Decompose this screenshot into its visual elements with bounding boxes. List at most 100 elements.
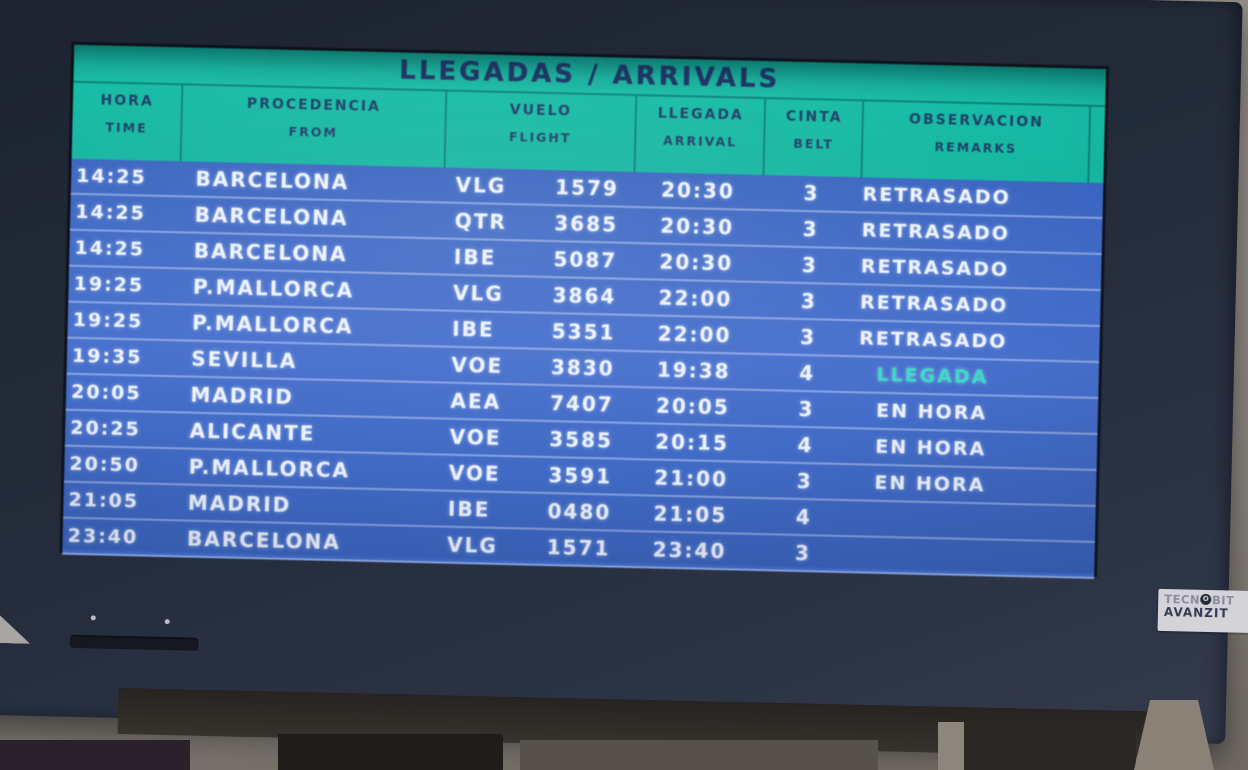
cell-carrier-code: VOE xyxy=(451,352,504,378)
cell-flight-number: 1571 xyxy=(546,535,611,561)
column-label-en: BELT xyxy=(793,135,835,152)
cell-remark xyxy=(853,518,1095,524)
cell-remark xyxy=(852,554,1094,560)
cell-remark: RETRASADO xyxy=(862,183,1012,209)
cell-carrier-code: VLG xyxy=(455,172,507,198)
column-label-es: LLEGADA xyxy=(657,105,745,124)
cell-flight-number: 3864 xyxy=(552,283,617,309)
cell-flight-number: 5351 xyxy=(551,319,616,345)
arrivals-screen: LLEGADAS / ARRIVALS HORA TIME PROCEDENCI… xyxy=(62,44,1107,579)
cell-belt: 3 xyxy=(796,468,813,494)
cell-scheduled-time: 14:25 xyxy=(74,236,146,261)
cell-origin: MADRID xyxy=(187,490,292,517)
cell-origin: P.MALLORCA xyxy=(191,310,354,339)
cell-origin: BARCELONA xyxy=(194,202,349,231)
cell-origin: BARCELONA xyxy=(193,238,348,267)
column-label-en: ARRIVAL xyxy=(662,132,738,150)
cell-scheduled-time: 19:25 xyxy=(72,308,144,333)
column-label-es: CINTA xyxy=(785,108,843,126)
cell-arrival-time: 22:00 xyxy=(657,321,732,348)
reflection-triangle xyxy=(0,585,32,644)
brand-o-icon: O xyxy=(1200,593,1212,606)
cell-scheduled-time: 14:25 xyxy=(75,164,147,189)
bezel-button-strip[interactable] xyxy=(70,634,199,651)
cell-belt: 3 xyxy=(800,288,818,314)
cell-arrival-time: 20:30 xyxy=(660,177,736,204)
arrivals-rows: 14:25 BARCELONA VLG 1579 20:30 3 RETRASA… xyxy=(62,158,1104,579)
monitor-stand-part xyxy=(1134,700,1214,770)
cell-carrier-code: IBE xyxy=(453,244,497,270)
column-label-es: OBSERVACION xyxy=(908,111,1045,131)
cell-remark: RETRASADO xyxy=(858,327,1008,353)
cell-carrier-code: VLG xyxy=(446,532,499,558)
cell-flight-number: 3591 xyxy=(548,463,613,489)
cell-flight-number: 1579 xyxy=(554,175,620,201)
cell-scheduled-time: 14:25 xyxy=(75,200,147,225)
cell-arrival-time: 21:05 xyxy=(653,501,728,528)
cell-scheduled-time: 21:05 xyxy=(68,488,140,513)
cell-scheduled-time: 20:50 xyxy=(69,452,141,477)
monitor-bezel: LLEGADAS / ARRIVALS HORA TIME PROCEDENCI… xyxy=(0,0,1243,745)
cell-arrival-time: 19:38 xyxy=(656,357,731,384)
cell-belt: 3 xyxy=(794,540,812,566)
cell-belt: 3 xyxy=(799,324,817,350)
cell-scheduled-time: 20:05 xyxy=(70,380,142,405)
cell-origin: BARCELONA xyxy=(195,166,350,195)
cell-belt: 3 xyxy=(798,396,815,422)
column-label-es: VUELO xyxy=(509,102,573,120)
cell-arrival-time: 20:30 xyxy=(660,213,735,240)
column-label-en: FLIGHT xyxy=(508,129,572,146)
brand-subname: AVANZIT xyxy=(1163,605,1229,621)
cell-origin: P.MALLORCA xyxy=(192,274,355,303)
cell-remark: RETRASADO xyxy=(859,291,1009,317)
cell-arrival-time: 20:15 xyxy=(654,429,730,456)
column-header-arrival: LLEGADA ARRIVAL xyxy=(633,96,765,176)
cell-origin: MADRID xyxy=(190,382,295,410)
cell-carrier-code: VOE xyxy=(449,424,502,450)
cell-arrival-time: 23:40 xyxy=(652,537,727,564)
column-label-es: PROCEDENCIA xyxy=(246,95,382,115)
cell-remark: EN HORA xyxy=(874,471,986,497)
cell-carrier-code: VLG xyxy=(452,280,505,306)
column-label-en: TIME xyxy=(105,119,148,136)
power-led xyxy=(90,615,96,621)
column-header-remarks: OBSERVACION REMARKS xyxy=(860,101,1092,183)
cell-arrival-time: 20:30 xyxy=(659,249,734,276)
cell-carrier-code: QTR xyxy=(454,208,508,234)
cell-belt: 4 xyxy=(795,504,813,530)
status-led xyxy=(164,619,170,625)
cell-belt: 3 xyxy=(801,252,819,278)
cell-belt: 3 xyxy=(803,180,820,206)
monitor-stand-part xyxy=(278,734,503,770)
cell-origin: P.MALLORCA xyxy=(188,454,351,483)
column-header-flight: VUELO FLIGHT xyxy=(443,91,636,172)
column-header-from: PROCEDENCIA FROM xyxy=(179,85,445,168)
cell-flight-number: 7407 xyxy=(549,391,615,417)
brand-sticker: TECN O BIT AVANZIT xyxy=(1157,588,1248,634)
cell-carrier-code: VOE xyxy=(448,460,501,486)
cell-arrival-time: 20:05 xyxy=(655,393,730,420)
cell-scheduled-time: 20:25 xyxy=(70,416,142,441)
column-header-belt: CINTA BELT xyxy=(762,99,863,178)
cell-remark: RETRASADO xyxy=(860,255,1010,281)
cell-remark: EN HORA xyxy=(875,399,988,425)
cell-remark: LLEGADA xyxy=(876,363,989,389)
cell-scheduled-time: 19:35 xyxy=(71,344,143,369)
cell-remark: RETRASADO xyxy=(861,219,1011,245)
cell-belt: 3 xyxy=(802,216,819,242)
cell-carrier-code: IBE xyxy=(451,316,495,342)
cell-flight-number: 0480 xyxy=(547,499,612,525)
cell-remark: EN HORA xyxy=(875,435,987,461)
monitor-stand-part xyxy=(0,740,190,770)
cell-flight-number: 3830 xyxy=(550,355,615,381)
cell-scheduled-time: 19:25 xyxy=(73,272,145,297)
column-label-en: FROM xyxy=(288,123,339,140)
cell-arrival-time: 22:00 xyxy=(658,285,733,312)
cell-belt: 4 xyxy=(797,432,814,458)
cell-flight-number: 3585 xyxy=(549,427,614,453)
cell-carrier-code: AEA xyxy=(450,388,502,414)
column-label-en: REMARKS xyxy=(934,139,1018,156)
column-header-time: HORA TIME xyxy=(72,83,182,162)
cell-flight-number: 5087 xyxy=(553,247,618,273)
